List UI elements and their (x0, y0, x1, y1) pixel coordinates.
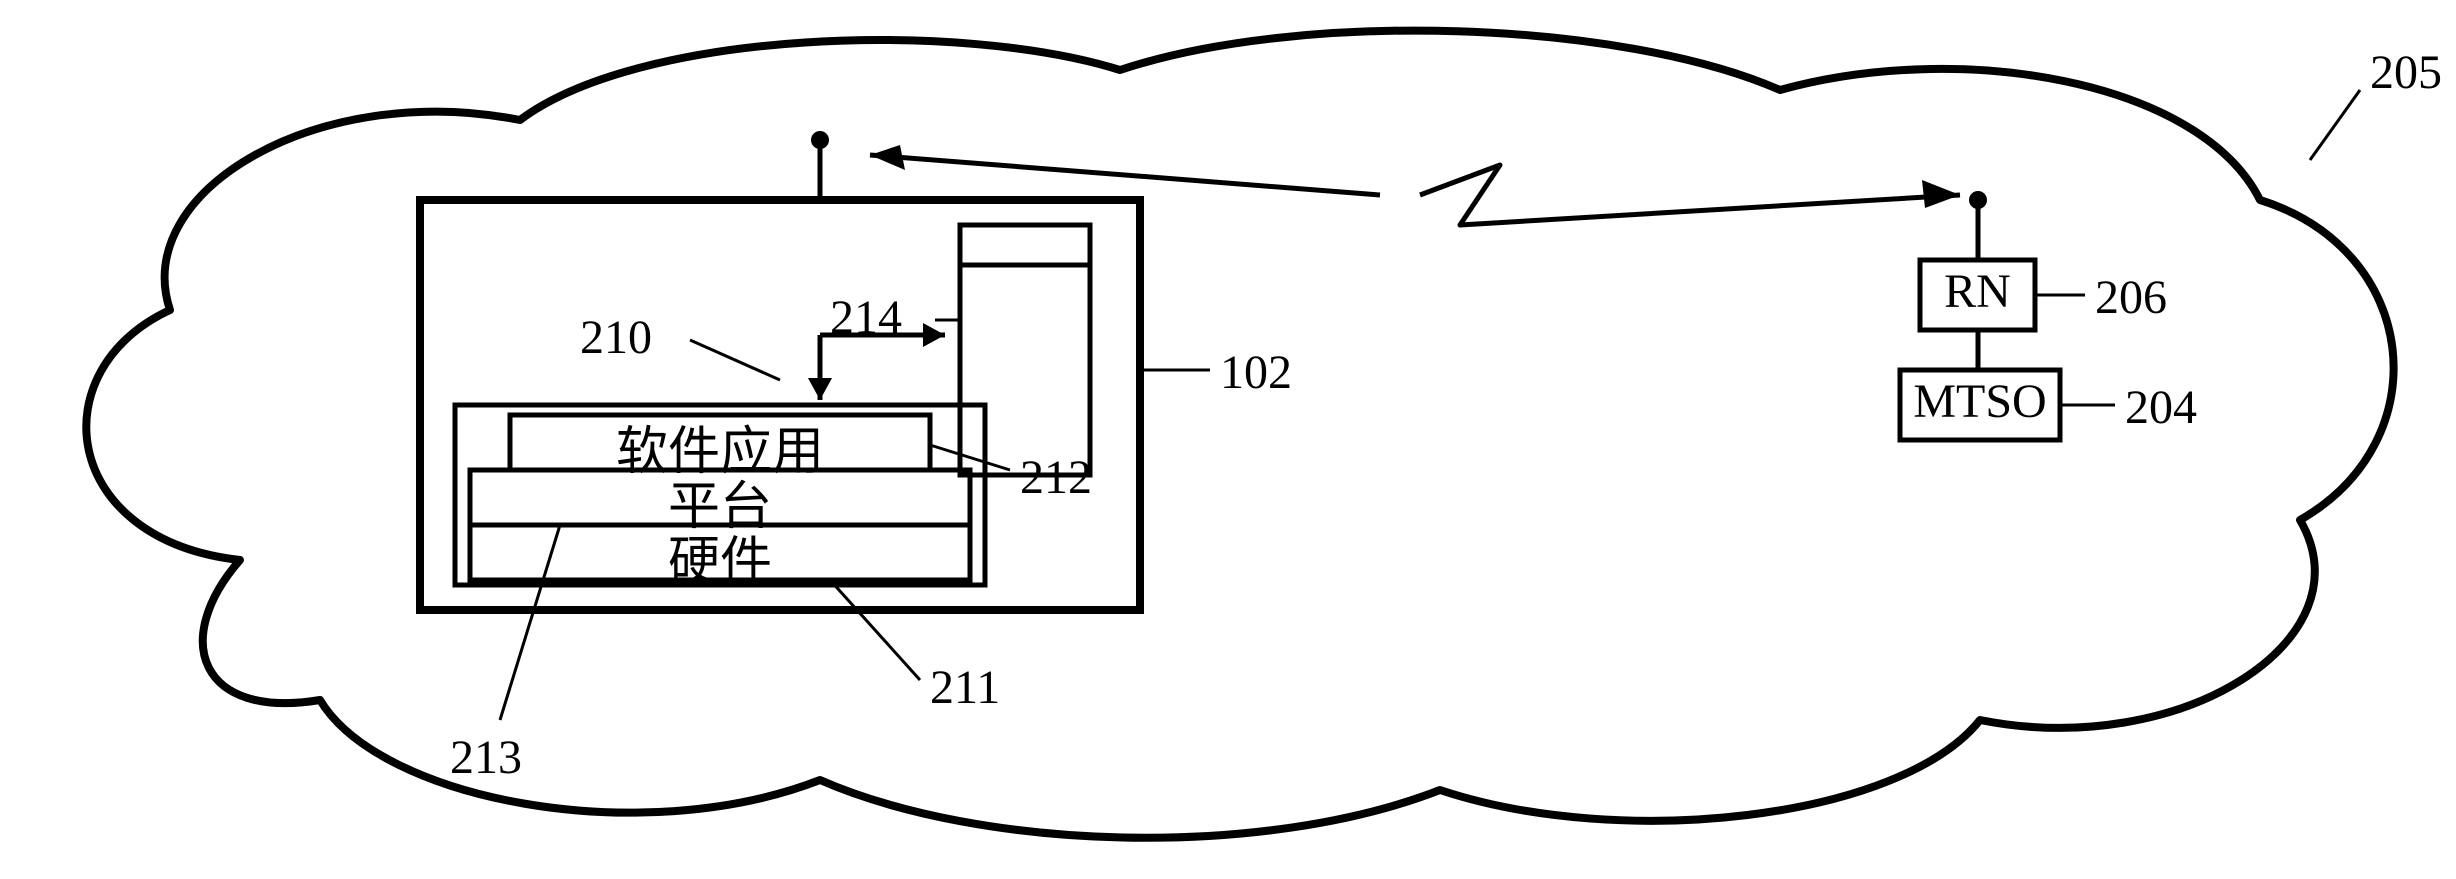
ref-102: 102 (1220, 345, 1292, 400)
ref-213: 213 (450, 730, 522, 785)
ref-205: 205 (2370, 45, 2442, 100)
ref-212: 212 (1020, 450, 1092, 505)
ref-206: 206 (2095, 270, 2167, 325)
diagram-stage: 205 102 214 210 212 213 211 206 204 软件应用… (0, 0, 2456, 879)
ref-210: 210 (580, 310, 652, 365)
label-rn: RN (1920, 264, 2035, 319)
ref-204: 204 (2125, 380, 2197, 435)
svg-layer (0, 0, 2456, 879)
ref-214: 214 (830, 290, 902, 345)
label-hardware: 硬件 (470, 519, 970, 594)
ref-211: 211 (930, 660, 1000, 715)
label-mtso: MTSO (1900, 374, 2060, 429)
